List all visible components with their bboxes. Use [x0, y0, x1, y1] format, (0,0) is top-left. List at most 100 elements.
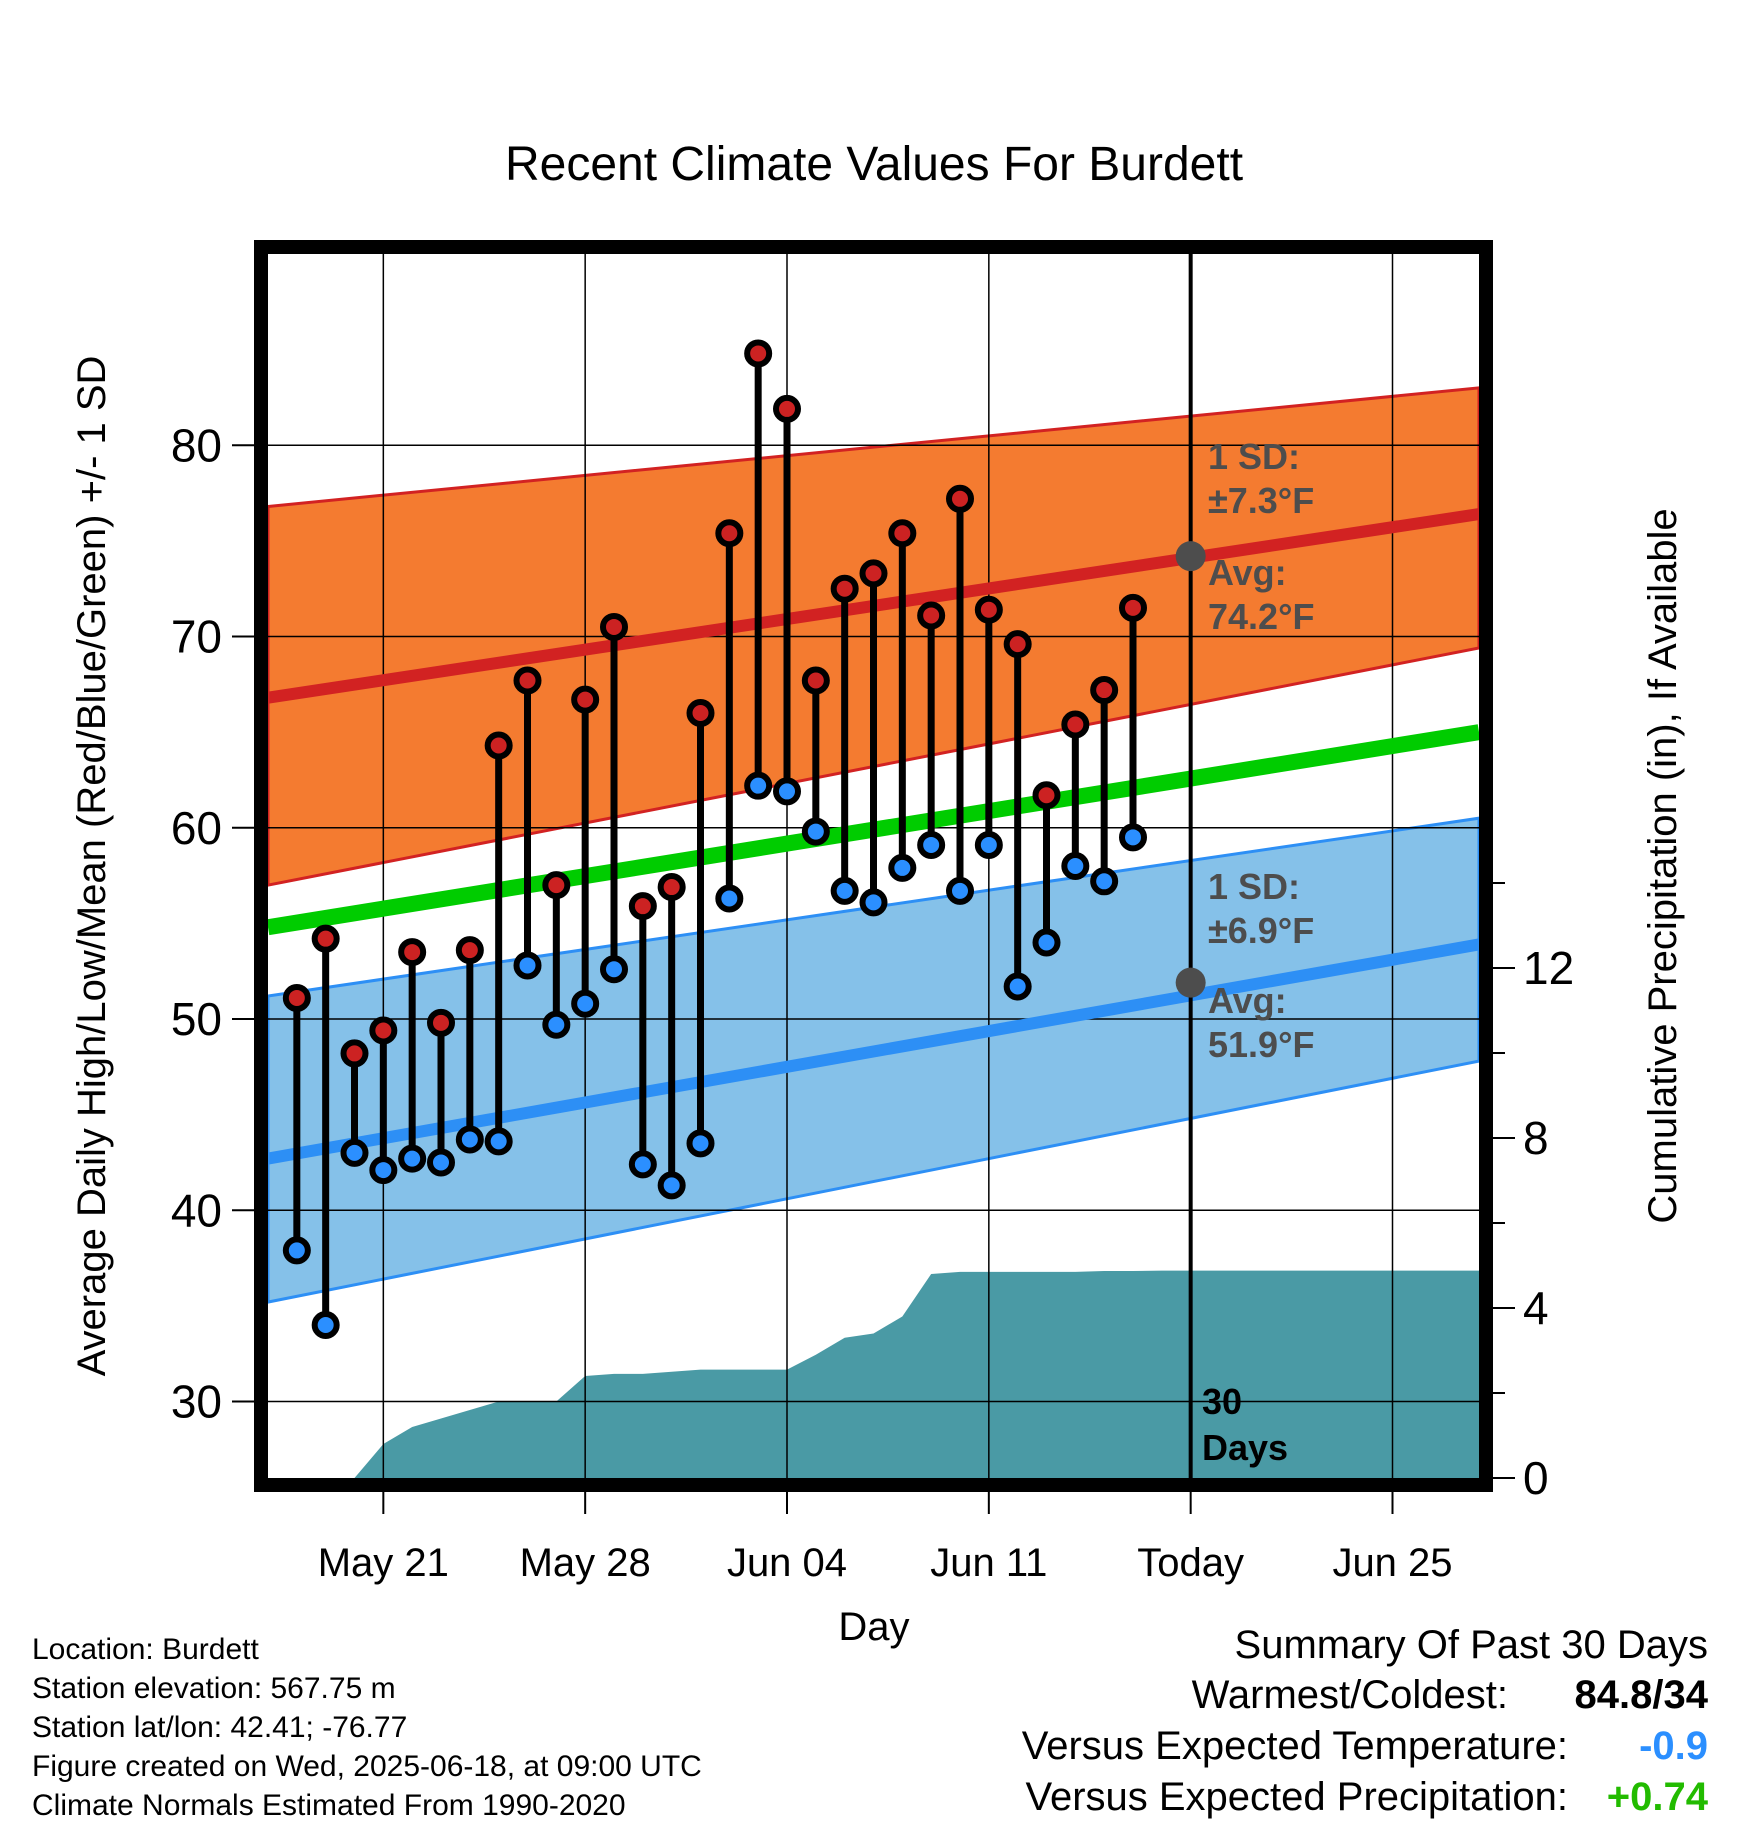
daily-low-point — [628, 1150, 657, 1179]
daily-low-point — [657, 1171, 686, 1200]
axes: 30 40 50 60 70 80 0 4 8 12 May 21 May 28 Jun 04 Jun 1… — [171, 419, 1574, 1585]
info-created: Figure created on Wed, 2025-06-18, at 09… — [32, 1750, 702, 1783]
daily-high-point — [484, 731, 513, 760]
daily-high-point — [801, 666, 830, 695]
daily-high-point — [513, 666, 542, 695]
summary-warmest-row: Warmest/Coldest: 84.8/34 — [808, 1670, 1708, 1721]
y-tick-label: 50 — [171, 993, 222, 1045]
daily-low-point — [282, 1236, 311, 1265]
info-elevation: Station elevation: 567.75 m — [32, 1672, 396, 1705]
daily-low-point — [484, 1127, 513, 1156]
plot-frame — [254, 240, 1493, 1492]
summary-title: Summary Of Past 30 Days — [1234, 1623, 1708, 1667]
x-tick-label: Jun 04 — [727, 1541, 847, 1585]
daily-low-point — [686, 1129, 715, 1158]
summary-temp-row: Versus Expected Temperature: -0.9 — [808, 1721, 1708, 1772]
daily-low-point — [455, 1125, 484, 1154]
daily-high-point — [974, 595, 1003, 624]
y-axis-label: Average Daily High/Low/Mean (Red/Blue/Gr… — [70, 356, 114, 1377]
daily-high-point — [369, 1016, 398, 1045]
daily-high-point — [946, 484, 974, 513]
daily-low-point — [1090, 867, 1119, 896]
daily-low-point — [773, 777, 801, 806]
daily-low-point — [1119, 823, 1147, 852]
daily-high-point — [657, 873, 686, 902]
daily-low-point — [830, 876, 859, 905]
daily-high-point — [1003, 630, 1032, 659]
daily-low-point — [1003, 972, 1032, 1001]
x-axis-label: Day — [838, 1605, 909, 1649]
high-avg-value: 74.2°F — [1208, 596, 1314, 637]
daily-low-point — [311, 1311, 340, 1339]
daily-high-point — [1032, 781, 1061, 810]
summary-panel: Summary Of Past 30 Days Warmest/Coldest:… — [808, 1620, 1708, 1823]
y-tick-label: 40 — [171, 1184, 222, 1236]
high-sd-value: ±7.3°F — [1208, 480, 1314, 521]
daily-low-point — [542, 1010, 571, 1039]
y-tick-label: 70 — [171, 611, 222, 663]
daily-high-point — [1090, 676, 1119, 705]
y2-tick-label: 12 — [1523, 942, 1574, 994]
temp-departure-value: -0.9 — [1639, 1724, 1708, 1768]
daily-low-point — [801, 817, 830, 846]
today-days-label: Days — [1202, 1427, 1288, 1468]
temp-departure-label: Versus Expected Temperature: — [1021, 1724, 1568, 1768]
daily-ranges — [282, 339, 1147, 1339]
today-days-number: 30 — [1202, 1381, 1242, 1422]
daily-low-point — [744, 771, 773, 800]
daily-high-point — [600, 612, 628, 641]
high-sd-label: 1 SD: — [1208, 436, 1300, 477]
daily-low-point — [369, 1156, 398, 1185]
low-sd-value: ±6.9°F — [1208, 910, 1314, 951]
low-annotation: 1 SD: ±6.9°F Avg: 51.9°F — [1208, 866, 1314, 1065]
daily-high-point — [282, 983, 311, 1012]
daily-high-point — [744, 339, 773, 368]
daily-high-point — [686, 699, 715, 727]
daily-high-point — [888, 519, 917, 548]
y-tick-label: 60 — [171, 802, 222, 854]
y2-axis-label: Cumulative Precipitation (in), If Availa… — [1641, 508, 1685, 1223]
info-latlon: Station lat/lon: 42.41; -76.77 — [32, 1711, 408, 1744]
low-sd-label: 1 SD: — [1208, 866, 1300, 907]
low-avg-label: Avg: — [1208, 980, 1287, 1021]
today-label: 30 Days — [1202, 1381, 1288, 1468]
daily-high-point — [859, 559, 888, 588]
daily-high-point — [830, 574, 859, 603]
warmest-coldest-value: 84.8/34 — [1574, 1673, 1708, 1717]
y2-tick-label: 4 — [1523, 1282, 1549, 1334]
daily-low-point — [859, 888, 888, 917]
daily-high-point — [1119, 593, 1147, 622]
plot-area — [268, 254, 1479, 1478]
x-tick-label: Today — [1137, 1541, 1244, 1585]
today-low-average-marker — [1175, 967, 1206, 998]
daily-low-point — [427, 1148, 455, 1177]
station-info: Location: Burdett Station elevation: 567… — [32, 1630, 702, 1825]
y2-tick-label: 0 — [1523, 1452, 1549, 1504]
x-tick-label: Jun 11 — [930, 1541, 1047, 1585]
daily-high-point — [571, 685, 600, 714]
daily-high-point — [542, 871, 571, 900]
low-avg-value: 51.9°F — [1208, 1024, 1314, 1065]
precip-departure-value: +0.74 — [1606, 1775, 1708, 1819]
precipitation-area — [268, 1270, 1479, 1478]
info-normals: Climate Normals Estimated From 1990-2020 — [32, 1789, 626, 1822]
y-tick-label: 80 — [171, 419, 222, 471]
high-avg-label: Avg: — [1208, 552, 1287, 593]
daily-high-point — [773, 394, 801, 423]
daily-low-point — [917, 830, 946, 859]
daily-low-point — [715, 884, 744, 913]
daily-high-point — [917, 601, 946, 630]
daily-low-point — [974, 830, 1003, 859]
y2-tick-label: 8 — [1523, 1112, 1549, 1164]
daily-low-point — [1032, 928, 1061, 957]
daily-low-point — [340, 1138, 369, 1167]
daily-high-point — [340, 1039, 369, 1068]
warmest-coldest-label: Warmest/Coldest: — [1191, 1673, 1508, 1717]
daily-high-point — [715, 519, 744, 548]
y-tick-label: 30 — [171, 1376, 222, 1428]
daily-high-point — [311, 924, 340, 953]
x-tick-label: Jun 25 — [1332, 1541, 1452, 1585]
today-high-average-marker — [1175, 541, 1206, 572]
daily-high-point — [455, 936, 484, 965]
